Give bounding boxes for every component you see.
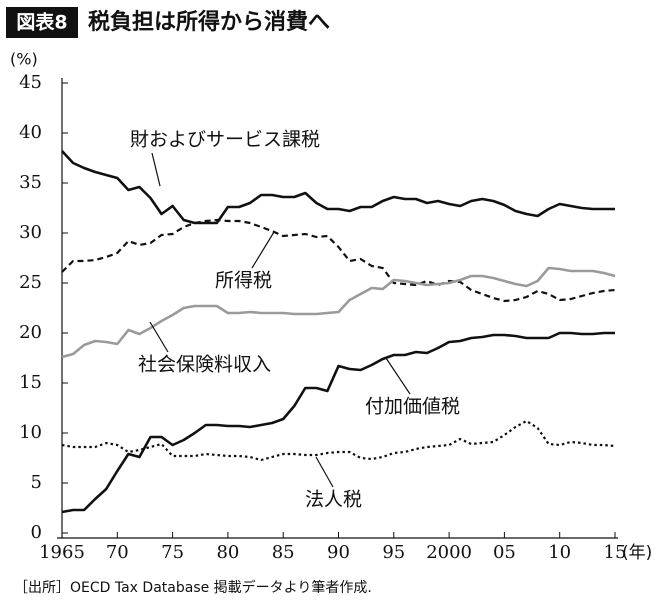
x-axis-label: (年) [622, 543, 652, 563]
series-label: 付加価値税 [365, 396, 460, 418]
leader-line [385, 357, 411, 395]
x-tick-label: 75 [161, 542, 184, 563]
x-tick-label: 15 [604, 542, 627, 563]
figure-label-box [6, 7, 78, 38]
source-note: ［出所］OECD Tax Database 掲載データより筆者作成. [14, 579, 372, 596]
chart-title: 税負担は所得から消費へ [88, 9, 330, 35]
series-line [61, 266, 616, 359]
leader-line [251, 231, 275, 269]
x-tick-label: 70 [106, 542, 129, 563]
series-line [61, 331, 615, 514]
series-label: 法人税 [305, 489, 362, 511]
x-tick-label: 85 [272, 542, 295, 563]
y-tick-label: 45 [19, 72, 42, 93]
series-line [61, 218, 616, 303]
series-label: 所得税 [215, 270, 272, 292]
x-tick-label: 05 [493, 542, 516, 563]
leader-line [315, 456, 334, 488]
x-tick-label: 80 [216, 542, 239, 563]
y-tick-label: 40 [19, 122, 42, 143]
x-tick-label: 2000 [426, 542, 472, 563]
y-tick-label: 30 [19, 222, 42, 243]
y-tick-label: 25 [19, 272, 42, 293]
y-tick-label: 35 [19, 172, 42, 193]
y-tick-label: 15 [19, 372, 42, 393]
y-tick-label: 5 [31, 472, 42, 493]
x-tick-label: 10 [548, 542, 571, 563]
series-line [61, 419, 616, 462]
series-label: 財およびサービス課税 [130, 129, 320, 151]
x-tick-label: 90 [327, 542, 350, 563]
leader-line [151, 152, 161, 187]
y-tick-label: 0 [31, 522, 42, 543]
y-axis-label: (%) [10, 50, 38, 69]
x-tick-label: 95 [382, 542, 405, 563]
series-label: 社会保険料収入 [138, 354, 271, 376]
x-tick-label: 1965 [39, 542, 85, 563]
y-tick-label: 20 [19, 322, 42, 343]
figure-label: 図表8 [16, 11, 67, 34]
y-tick-label: 10 [19, 422, 42, 443]
leader-line [149, 321, 169, 353]
series-line [61, 150, 615, 225]
